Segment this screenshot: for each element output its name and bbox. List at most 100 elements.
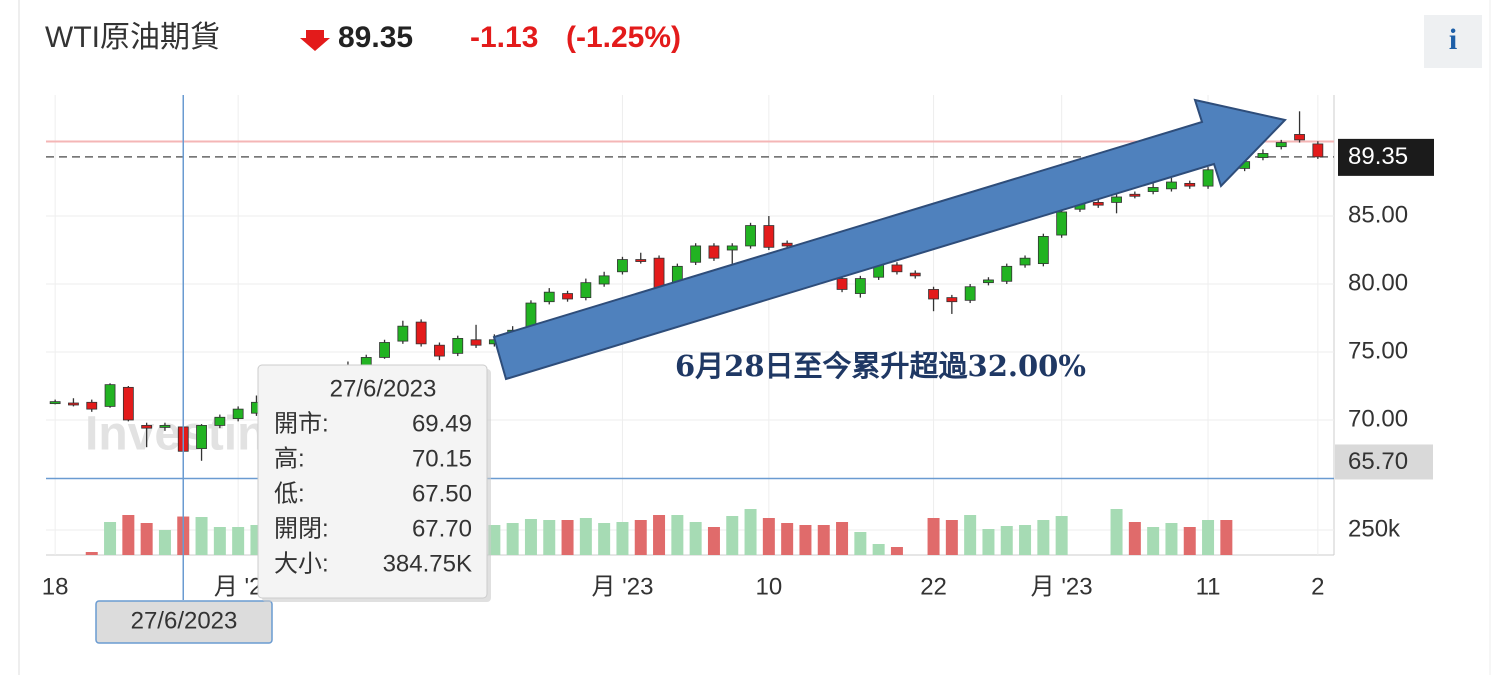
volume-bar: [1055, 516, 1068, 555]
volume-bar: [1147, 527, 1160, 555]
tooltip-key: 開市:: [274, 410, 329, 437]
volume-bar: [213, 527, 226, 555]
volume-bar: [945, 520, 958, 555]
candle-body: [452, 338, 464, 354]
candle-body: [1001, 265, 1013, 282]
candle-body: [836, 278, 848, 290]
change: -1.13: [470, 21, 538, 54]
candle-body: [214, 416, 226, 426]
candle-body: [1166, 181, 1177, 190]
tooltip-key: 低:: [274, 480, 305, 507]
annotation: 6月28日至今累升超過32.00%: [675, 349, 1086, 383]
candle-body: [159, 425, 171, 428]
crosshair-date-label: 27/6/2023: [131, 607, 238, 634]
volume-tick-label: 250k: [1348, 515, 1401, 542]
last-price-label: 89.35: [1348, 143, 1408, 170]
volume-bar: [616, 522, 629, 555]
candle-body: [928, 289, 939, 300]
volume-bar: [506, 523, 519, 555]
tooltip-key: 高:: [274, 445, 305, 472]
volume-bar: [634, 520, 647, 555]
down-arrow-icon: [300, 30, 330, 51]
candle-body: [598, 275, 610, 285]
volume-bar: [140, 523, 153, 555]
volume-bar: [744, 509, 757, 555]
candle-body: [909, 272, 921, 277]
x-tick-label: 月 '23: [591, 573, 653, 600]
candle-body: [141, 425, 153, 429]
volume-bar: [964, 515, 977, 555]
change-pct: (-1.25%): [566, 21, 681, 54]
volume-bar: [1128, 522, 1141, 555]
x-tick-label: 10: [755, 573, 782, 600]
candle-body: [946, 297, 958, 303]
candle-body: [68, 402, 79, 406]
candle-body: [1184, 182, 1196, 187]
tooltip: [257, 364, 488, 599]
volume-bar: [232, 527, 245, 555]
candle-body: [543, 291, 555, 303]
candle-body: [562, 293, 573, 300]
candle-body: [891, 264, 903, 273]
volume-bar: [817, 525, 830, 555]
volume-bar: [1000, 526, 1013, 555]
volume-bar: [1220, 520, 1233, 555]
info-button[interactable]: [1424, 15, 1482, 68]
candle-body: [1019, 257, 1031, 266]
candle-body: [1312, 143, 1324, 158]
candle-body: [1037, 236, 1049, 265]
candle-body: [1294, 134, 1305, 141]
volume-bar: [1165, 523, 1178, 555]
volume-bar: [579, 518, 592, 555]
crosshair-date-box: [95, 600, 273, 644]
grid: 70.00 75.00 80.00 85.00 250k 18 月 '2 月 '23 10 22 月…: [42, 95, 1408, 600]
candle-body: [745, 225, 756, 247]
x-tick-label: 18: [42, 573, 69, 600]
candle-body: [964, 286, 976, 301]
candle-body: [196, 425, 207, 449]
info-icon[interactable]: i: [1449, 23, 1457, 56]
candle-body: [617, 259, 628, 273]
candle-body: [1147, 187, 1159, 192]
candle-body: [781, 242, 793, 247]
candle-body: [122, 386, 134, 421]
volume-bar: [158, 530, 171, 555]
volume-bar: [799, 525, 812, 555]
candle-body: [415, 321, 427, 345]
tooltip-value: 67.70: [412, 515, 472, 542]
tooltip-value: 67.50: [412, 480, 472, 507]
candle-body: [854, 278, 866, 294]
volume-bar: [488, 525, 501, 555]
volume-bar: [671, 515, 684, 555]
y-tick-label: 75.00: [1348, 337, 1408, 364]
candle-body: [104, 384, 116, 407]
x-tick-label: 2: [1311, 573, 1324, 600]
volume-bar: [1110, 509, 1123, 555]
candle-body: [86, 401, 98, 410]
volume-bar: [854, 532, 867, 555]
volume-bar: [689, 522, 702, 555]
volume-bar: [1183, 527, 1196, 555]
volume-bar: [872, 544, 885, 555]
tooltip-key: 開閉:: [274, 515, 329, 542]
candle-body: [1092, 202, 1104, 206]
volume-bar: [762, 518, 775, 555]
y-tick-label: 80.00: [1348, 269, 1408, 296]
candle-body: [708, 245, 720, 259]
volume-bar: [104, 522, 117, 555]
candle-body: [470, 339, 482, 346]
volume-bar: [195, 517, 208, 555]
volume-bar: [122, 515, 135, 555]
volume-bar: [836, 522, 849, 555]
candle-body: [690, 245, 702, 263]
tooltip-value: 384.75K: [383, 550, 472, 577]
candle-body: [1111, 196, 1122, 203]
price: 89.35: [338, 21, 413, 54]
volume-bar: [726, 516, 739, 555]
candle-body: [49, 401, 61, 405]
volume-bar: [1037, 520, 1050, 555]
volume-bar: [543, 520, 556, 555]
last-price-box: [1338, 138, 1434, 176]
